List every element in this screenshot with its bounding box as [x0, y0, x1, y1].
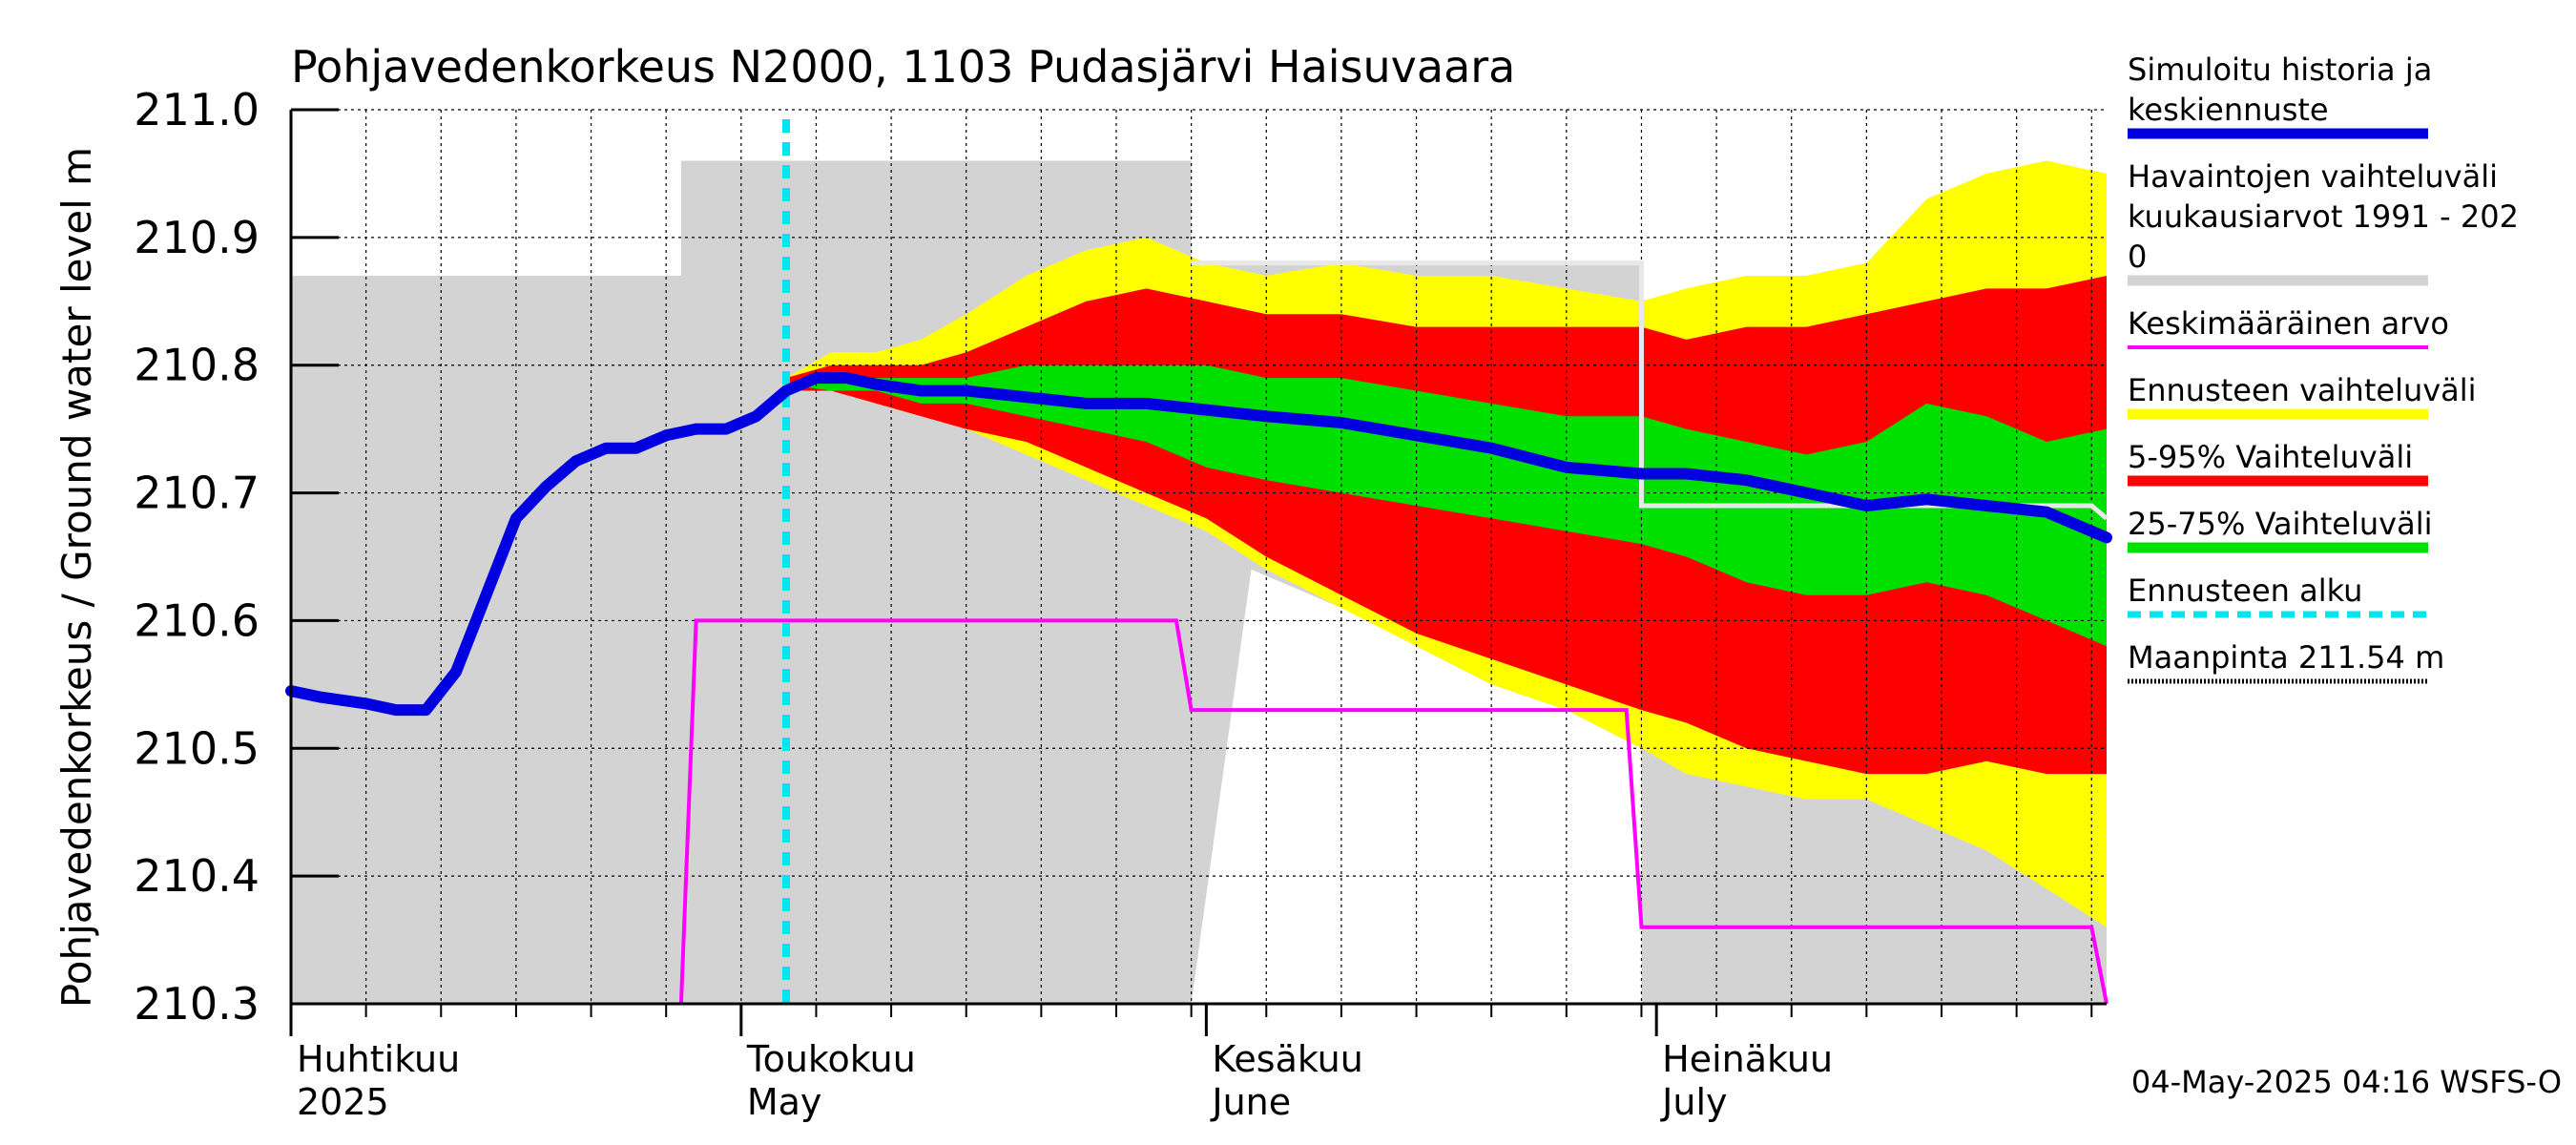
legend-label: Ennusteen alku [2128, 572, 2362, 609]
series-lines [285, 119, 2112, 1005]
y-tick-label: 210.9 [134, 212, 260, 263]
month-label-secondary: June [1210, 1081, 1291, 1123]
axes [289, 108, 2107, 1036]
legend-label: Maanpinta 211.54 m [2128, 639, 2444, 676]
legend-label: 5-95% Vaihteluväli [2128, 439, 2413, 475]
simulated-line [285, 372, 2112, 717]
timestamp-footer: 04-May-2025 04:16 WSFS-O [2131, 1064, 2562, 1100]
y-tick-label: 210.5 [134, 722, 260, 774]
legend-label: Ennusteen vaihteluväli [2128, 372, 2477, 408]
y-tick-label: 210.8 [134, 340, 260, 391]
legend: Simuloitu historia ja keskiennuste Havaint… [2128, 52, 2519, 684]
chart-title: Pohjavedenkorkeus N2000, 1103 Pudasjärvi… [291, 41, 1515, 93]
month-label-secondary: July [1660, 1081, 1727, 1123]
legend-label: kuukausiarvot 1991 - 202 [2128, 198, 2519, 235]
p25-75-range-area [786, 364, 2107, 647]
month-label: Toukokuu [746, 1038, 916, 1080]
y-tick-labels: 210.3 210.4 210.5 210.6 210.7 210.8 210.9 211.0 [134, 84, 260, 1030]
legend-label: Havaintojen vaihteluväli [2128, 158, 2498, 195]
y-tick-label: 210.6 [134, 594, 260, 646]
month-label: Kesäkuu [1212, 1038, 1363, 1080]
month-label: Heinäkuu [1662, 1038, 1833, 1080]
mean-line [678, 618, 2109, 1005]
range-areas [291, 160, 2107, 1004]
y-tick-label: 210.4 [134, 850, 260, 902]
month-label-secondary: 2025 [297, 1081, 389, 1123]
y-tick-label: 210.3 [134, 978, 260, 1030]
y-tick-label: 210.7 [134, 468, 260, 519]
legend-label: 0 [2128, 239, 2147, 275]
observed-range-area [291, 160, 2107, 1004]
legend-label: Simuloitu historia ja [2128, 52, 2432, 88]
legend-label: Keskimääräinen arvo [2128, 305, 2449, 342]
legend-label: keskiennuste [2128, 92, 2329, 128]
legend-label: 25-75% Vaihteluväli [2128, 506, 2432, 542]
month-label-secondary: May [747, 1081, 822, 1123]
y-tick-label: 211.0 [134, 84, 260, 135]
observed-white-line [1191, 260, 2109, 521]
y-axis-label: Pohjavedenkorkeus / Ground water level m [53, 147, 100, 1008]
month-label: Huhtikuu [297, 1038, 460, 1080]
